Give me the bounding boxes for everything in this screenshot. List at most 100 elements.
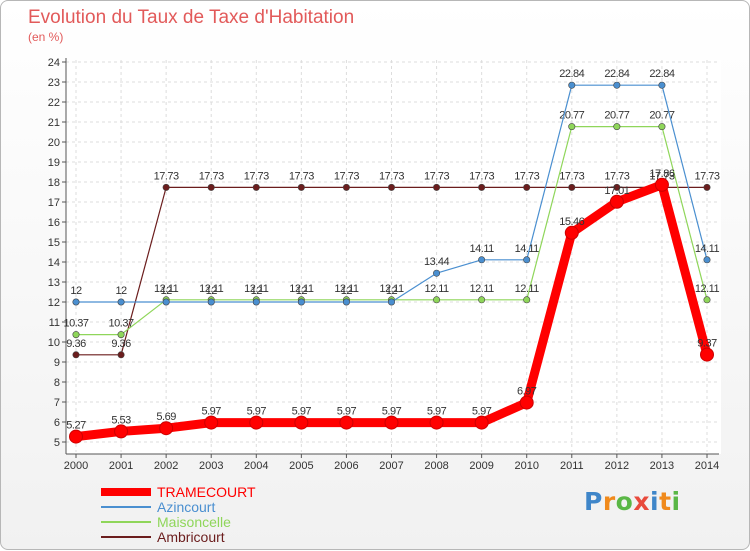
data-label-azincourt: 12 [70, 285, 82, 297]
data-label-maisoncelle: 10.37 [63, 318, 88, 330]
data-point-ambricourt [387, 183, 395, 191]
data-point-tramecourt [564, 225, 579, 240]
y-tick-label: 19 [48, 157, 60, 169]
data-point-ambricourt [297, 183, 305, 191]
data-label-ambricourt: 17.73 [469, 170, 494, 182]
data-label-tramecourt: 5.27 [66, 420, 86, 432]
data-label-azincourt: 12 [115, 285, 127, 297]
data-label-azincourt: 12 [386, 285, 398, 297]
data-label-tramecourt: 5.69 [156, 411, 176, 423]
data-label-tramecourt: 17.86 [649, 168, 674, 180]
y-tick-label: 12 [48, 297, 60, 309]
data-point-tramecourt [339, 415, 354, 430]
data-label-tramecourt: 5.97 [382, 406, 402, 418]
data-point-ambricourt [478, 183, 486, 191]
data-label-maisoncelle: 12.11 [154, 283, 179, 295]
data-point-azincourt [162, 298, 170, 306]
legend-swatch-ambricourt [101, 536, 151, 538]
data-point-tramecourt [294, 415, 309, 430]
y-tick-label: 23 [48, 77, 60, 89]
logo-letter: P [584, 487, 603, 516]
data-point-tramecourt [474, 415, 489, 430]
logo-letter: t [659, 487, 672, 516]
data-point-azincourt [523, 256, 531, 264]
x-tick-label: 2005 [289, 460, 313, 472]
data-point-tramecourt [114, 424, 129, 439]
data-point-azincourt [207, 298, 215, 306]
y-tick-label: 18 [48, 177, 60, 189]
data-point-ambricourt [252, 183, 260, 191]
data-label-maisoncelle: 20.77 [559, 110, 584, 122]
data-label-maisoncelle: 12.11 [199, 283, 224, 295]
x-tick-label: 2000 [64, 460, 88, 472]
data-label-azincourt: 22.84 [604, 68, 629, 80]
data-point-maisoncelle [72, 331, 80, 339]
data-label-ambricourt: 9.36 [111, 338, 131, 350]
data-label-maisoncelle: 12.11 [695, 283, 720, 295]
data-point-ambricourt [433, 183, 441, 191]
x-tick-label: 2014 [695, 460, 719, 472]
data-point-maisoncelle [613, 123, 621, 131]
data-label-ambricourt: 17.73 [199, 170, 224, 182]
x-tick-label: 2006 [334, 460, 358, 472]
data-label-tramecourt: 17.01 [604, 185, 629, 197]
data-label-maisoncelle: 12.11 [424, 283, 449, 295]
y-tick-label: 13 [48, 277, 60, 289]
data-point-tramecourt [609, 194, 624, 209]
data-point-azincourt [568, 81, 576, 89]
data-point-tramecourt [204, 415, 219, 430]
y-tick-label: 16 [48, 217, 60, 229]
data-label-maisoncelle: 12.11 [515, 283, 540, 295]
data-label-tramecourt: 5.97 [292, 406, 312, 418]
data-label-ambricourt: 9.36 [66, 338, 86, 350]
x-tick-label: 2004 [244, 460, 268, 472]
data-point-ambricourt [613, 183, 621, 191]
x-tick-label: 2012 [605, 460, 629, 472]
legend-swatch-azincourt [101, 506, 151, 508]
data-label-ambricourt: 17.73 [289, 170, 314, 182]
data-point-azincourt [433, 269, 441, 277]
data-point-azincourt [72, 298, 80, 306]
data-label-azincourt: 22.84 [559, 68, 584, 80]
data-point-ambricourt [207, 183, 215, 191]
legend-label-tramecourt: TRAMECOURT [157, 484, 256, 500]
data-point-maisoncelle [117, 331, 125, 339]
data-point-azincourt [117, 298, 125, 306]
data-label-ambricourt: 17.73 [559, 170, 584, 182]
data-label-tramecourt: 15.46 [559, 216, 584, 228]
y-tick-label: 11 [49, 317, 60, 329]
data-point-ambricourt [72, 351, 80, 359]
data-label-tramecourt: 5.97 [427, 406, 447, 418]
data-label-ambricourt: 17.73 [379, 170, 404, 182]
data-label-ambricourt: 17.73 [694, 170, 719, 182]
data-label-tramecourt: 5.97 [247, 406, 267, 418]
data-label-ambricourt: 17.73 [424, 170, 449, 182]
data-point-ambricourt [523, 183, 531, 191]
data-point-maisoncelle [433, 296, 441, 304]
data-label-ambricourt: 17.73 [514, 170, 539, 182]
data-label-azincourt: 22.84 [649, 68, 674, 80]
data-label-tramecourt: 5.97 [202, 406, 222, 418]
y-tick-label: 5 [54, 437, 60, 449]
legend-swatch-maisoncelle [101, 521, 151, 523]
data-point-azincourt [478, 256, 486, 264]
data-point-tramecourt [654, 177, 669, 192]
x-tick-label: 2009 [469, 460, 493, 472]
data-point-ambricourt [117, 351, 125, 359]
data-label-azincourt: 12 [206, 285, 218, 297]
data-label-azincourt: 12 [161, 285, 173, 297]
data-point-maisoncelle [658, 123, 666, 131]
x-tick-label: 2010 [514, 460, 538, 472]
x-tick-label: 2001 [109, 460, 133, 472]
data-point-azincourt [658, 81, 666, 89]
data-point-tramecourt [519, 395, 534, 410]
data-point-tramecourt [69, 429, 83, 444]
proxiti-logo: Proxiti [584, 487, 681, 516]
data-label-azincourt: 12 [251, 285, 263, 297]
data-label-azincourt: 14.11 [515, 243, 540, 255]
data-label-ambricourt: 17.73 [604, 170, 629, 182]
y-tick-label: 20 [48, 137, 60, 149]
data-point-tramecourt [429, 415, 444, 430]
